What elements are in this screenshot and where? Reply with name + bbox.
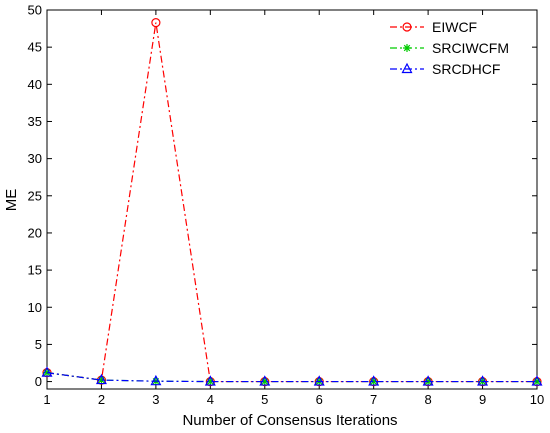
series-srcdhcf bbox=[41, 366, 543, 386]
x-tick-label: 1 bbox=[43, 392, 50, 407]
x-tick-label: 9 bbox=[479, 392, 486, 407]
y-tick-label: 10 bbox=[28, 300, 42, 315]
legend-label: SRCDHCF bbox=[432, 61, 500, 77]
y-tick-label: 5 bbox=[35, 337, 42, 352]
y-tick-label: 50 bbox=[28, 3, 42, 18]
data-point-star bbox=[403, 44, 411, 52]
series-line bbox=[46, 372, 537, 383]
y-tick-label: 15 bbox=[28, 263, 42, 278]
x-tick-label: 2 bbox=[98, 392, 105, 407]
data-point-star bbox=[97, 376, 106, 385]
data-point-triangle bbox=[313, 375, 325, 386]
data-point-triangle bbox=[259, 375, 271, 386]
data-point-triangle bbox=[95, 373, 107, 385]
x-tick-label: 8 bbox=[424, 392, 431, 407]
y-axis-label: ME bbox=[3, 189, 20, 212]
series-layer bbox=[41, 18, 543, 387]
data-point-triangle bbox=[150, 374, 162, 386]
data-point-triangle bbox=[204, 375, 216, 386]
y-tick-label: 25 bbox=[28, 188, 42, 203]
data-point-circle bbox=[151, 18, 161, 28]
legend-entry: SRCDHCF bbox=[390, 61, 500, 77]
y-tick-label: 35 bbox=[28, 114, 42, 129]
x-axis-label: Number of Consensus Iterations bbox=[182, 412, 397, 429]
y-tick-label: 30 bbox=[28, 151, 42, 166]
data-point-star bbox=[206, 377, 215, 386]
plot-area bbox=[46, 9, 538, 390]
legend-entry: EIWCF bbox=[390, 19, 477, 35]
data-point-triangle bbox=[368, 375, 380, 386]
x-tick-label: 6 bbox=[316, 392, 323, 407]
data-point-star bbox=[369, 377, 378, 386]
x-tick-label: 10 bbox=[530, 392, 544, 407]
data-point-triangle bbox=[401, 62, 413, 74]
data-point-star bbox=[260, 377, 269, 386]
x-tick-label: 5 bbox=[261, 392, 268, 407]
x-tick-label: 7 bbox=[370, 392, 377, 407]
legend: EIWCF SRCIWCFM SRCDHCF bbox=[390, 19, 509, 77]
y-tick-label: 0 bbox=[35, 374, 42, 389]
x-tick-label: 4 bbox=[207, 392, 214, 407]
data-point-circle bbox=[402, 22, 412, 32]
data-point-triangle bbox=[531, 375, 543, 386]
legend-label: SRCIWCFM bbox=[432, 40, 509, 56]
y-tick-label: 45 bbox=[28, 40, 42, 55]
x-tick-label: 3 bbox=[152, 392, 159, 407]
data-point-triangle bbox=[41, 366, 53, 377]
y-tick-label: 20 bbox=[28, 225, 42, 240]
legend-entry: SRCIWCFM bbox=[390, 40, 509, 56]
y-tick-label: 40 bbox=[28, 77, 42, 92]
data-point-triangle bbox=[477, 375, 489, 386]
data-point-triangle bbox=[422, 375, 434, 386]
legend-label: EIWCF bbox=[432, 19, 477, 35]
